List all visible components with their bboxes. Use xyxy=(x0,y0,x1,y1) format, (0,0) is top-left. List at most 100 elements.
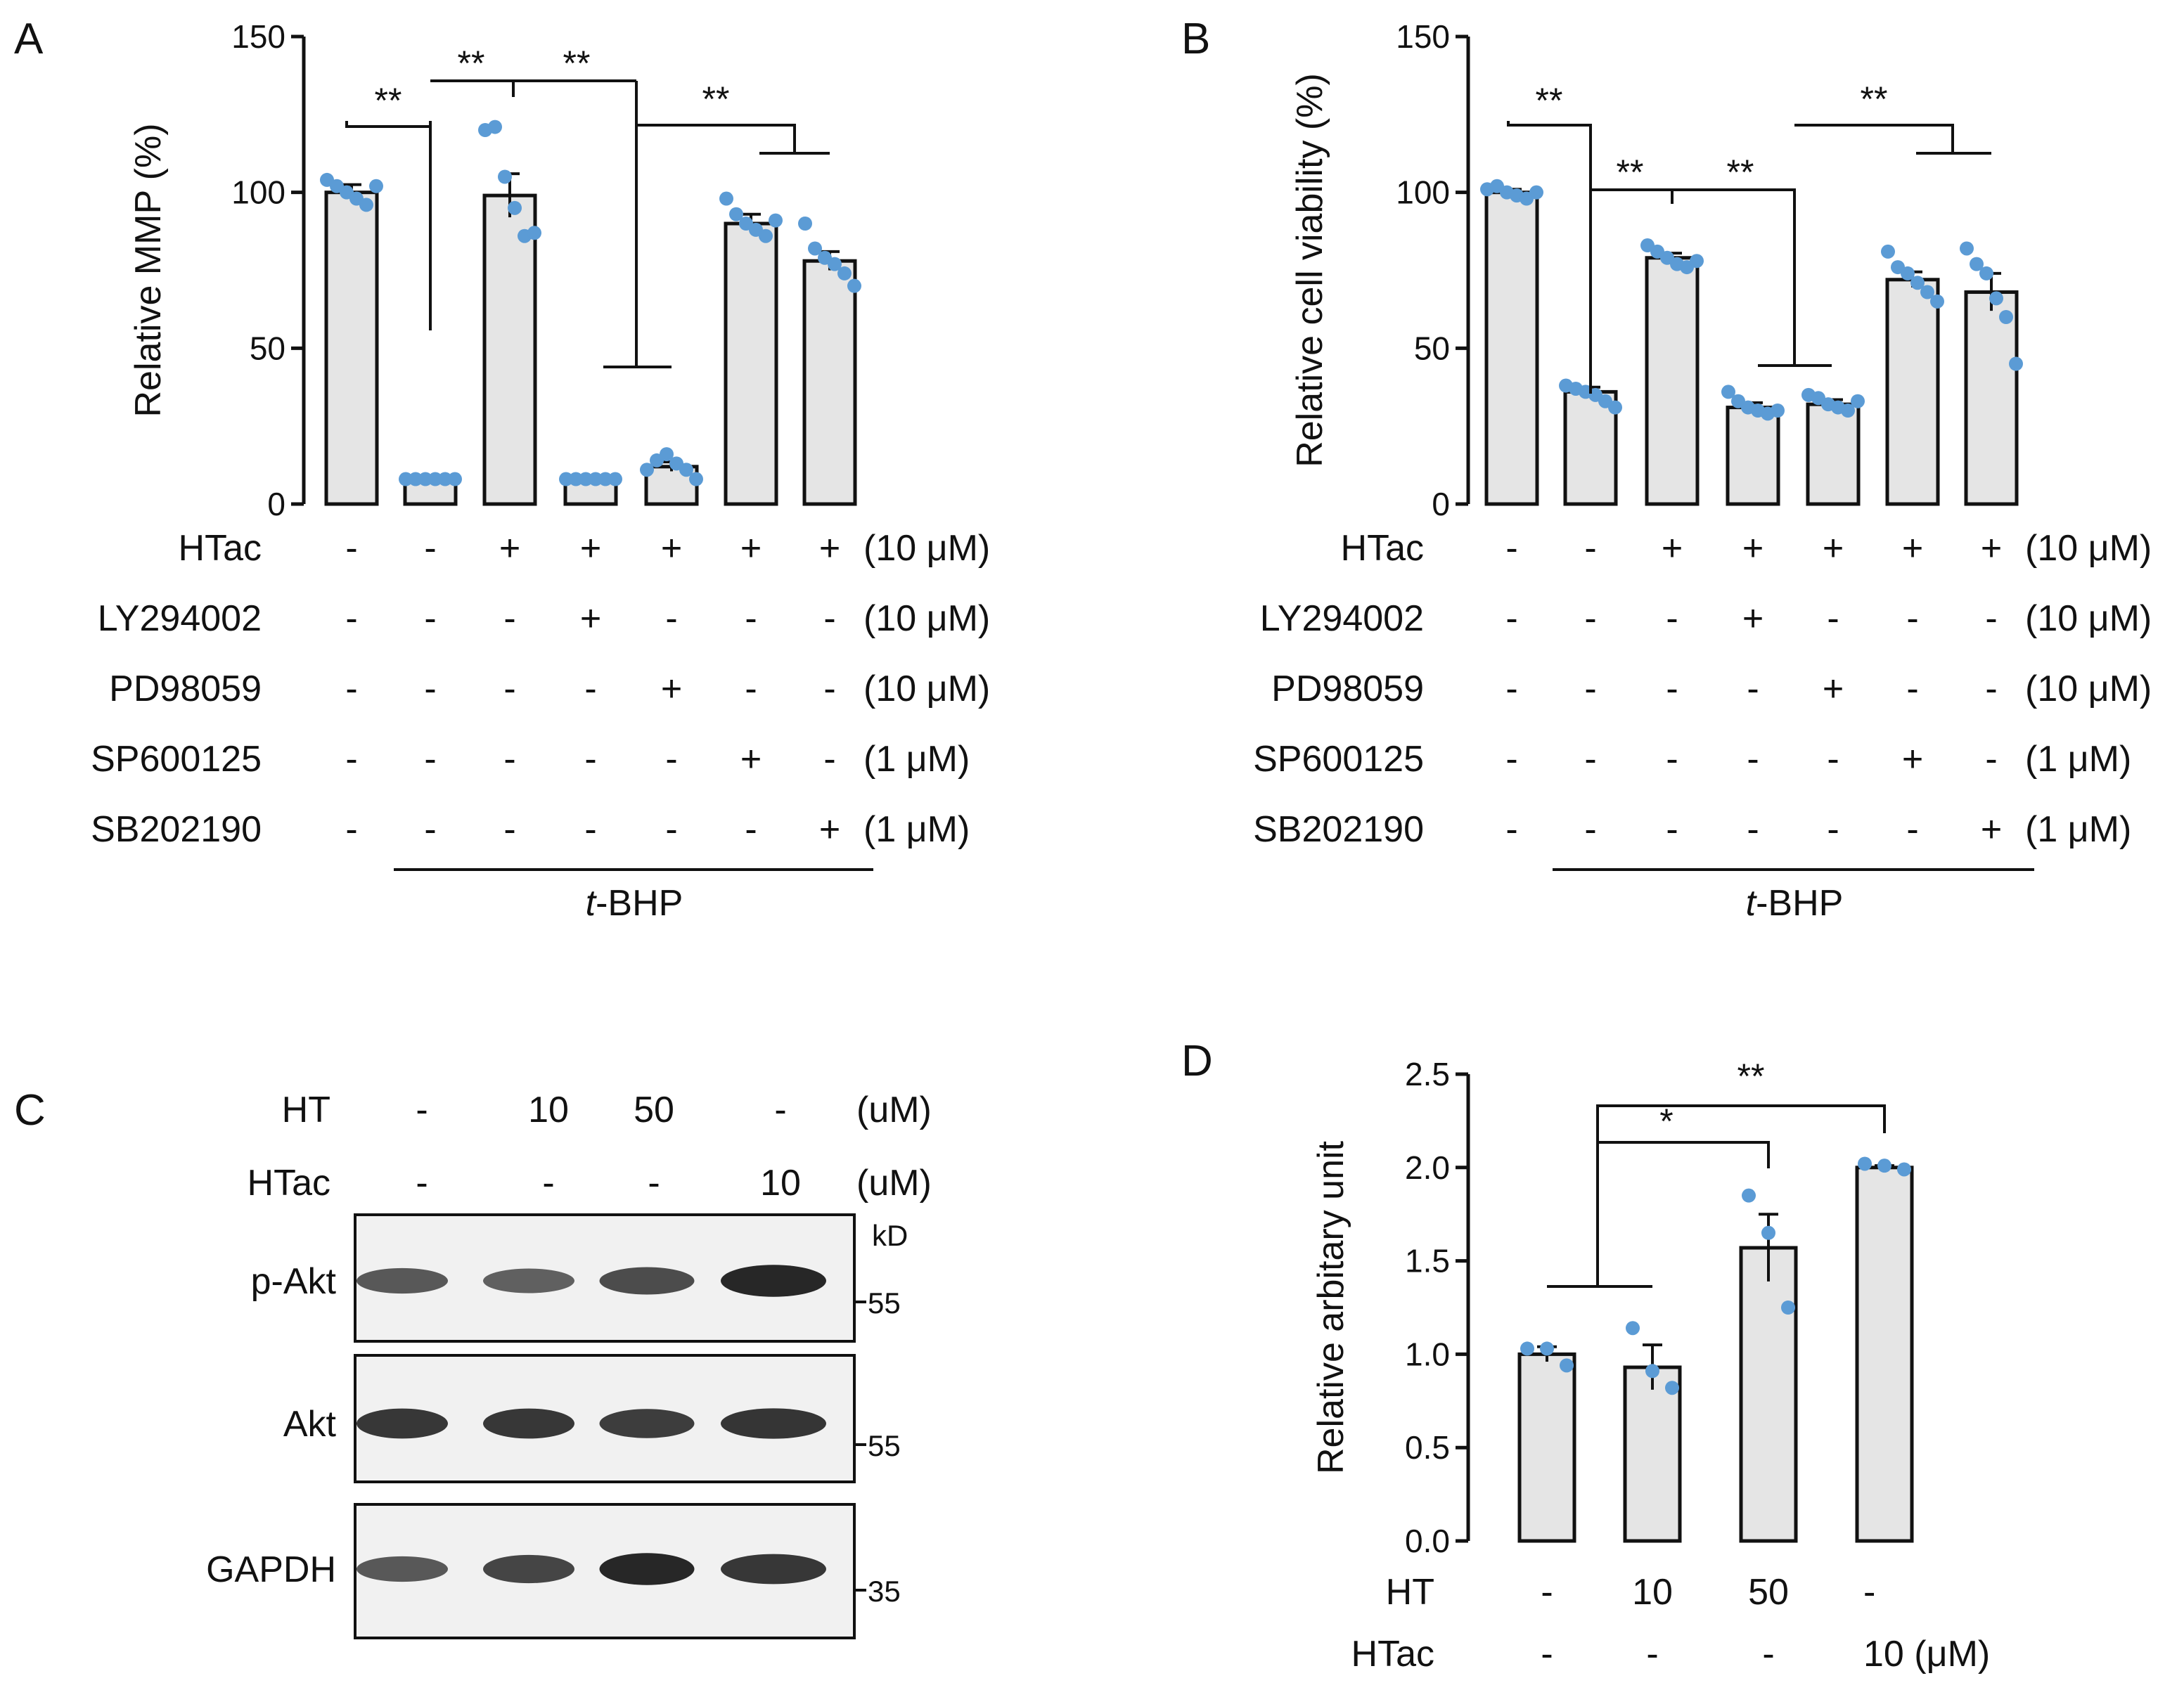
blot-header-label: HT xyxy=(282,1090,330,1130)
condition-sign: - xyxy=(584,669,596,709)
condition-label: LY294002 xyxy=(1260,598,1424,639)
condition-sign: - xyxy=(424,598,436,639)
condition-sign: - xyxy=(665,739,677,780)
blot-header-value: - xyxy=(416,1090,428,1130)
condition-sign: - xyxy=(745,809,757,850)
blot-band xyxy=(356,1408,448,1439)
condition-sign: - xyxy=(1584,669,1596,709)
blot-header-value: 50 xyxy=(634,1090,674,1130)
significance-label: ** xyxy=(563,44,591,83)
panel-letter-b: B xyxy=(1181,15,1210,63)
kd-label: kD xyxy=(872,1219,908,1252)
y-tick-label: 0 xyxy=(1432,486,1450,522)
condition-sign: - xyxy=(1505,669,1517,709)
data-point xyxy=(660,447,674,462)
blot-header-unit: (uM) xyxy=(856,1163,932,1204)
condition-sign: - xyxy=(1762,1634,1774,1675)
condition-sign: + xyxy=(661,669,682,709)
condition-sign: - xyxy=(345,669,357,709)
chart-b: 0 50 100 150 Relative cell viability (%) HTac… xyxy=(1253,18,2152,924)
condition-sign: - xyxy=(503,669,515,709)
bar xyxy=(1645,256,1700,506)
condition-label: HTac xyxy=(1341,528,1424,569)
condition-sign: - xyxy=(1646,1634,1658,1675)
significance-label: ** xyxy=(1617,153,1644,192)
blot-band xyxy=(599,1409,695,1438)
condition-sign: - xyxy=(665,809,677,850)
bar xyxy=(1623,1365,1682,1543)
condition-sign: - xyxy=(1747,669,1759,709)
condition-sign: - xyxy=(345,598,357,639)
condition-sign: 50 xyxy=(1748,1572,1789,1613)
condition-sign: - xyxy=(503,598,515,639)
condition-sign: + xyxy=(1981,809,2002,850)
condition-sign: - xyxy=(1747,809,1759,850)
data-point xyxy=(527,226,541,240)
data-point xyxy=(569,472,583,486)
condition-sign: - xyxy=(823,739,835,780)
condition-sign: - xyxy=(1863,1572,1875,1613)
data-point xyxy=(1920,285,1934,299)
y-tick-label: 100 xyxy=(1396,174,1450,211)
condition-sign: + xyxy=(819,809,840,850)
data-point xyxy=(418,472,432,486)
condition-sign: - xyxy=(424,739,436,780)
condition-unit: (1 μM) xyxy=(2025,739,2131,780)
condition-label: SB202190 xyxy=(91,809,262,850)
blot-header-value: - xyxy=(542,1163,554,1204)
y-tick-label: 1.0 xyxy=(1405,1336,1450,1372)
blot-header-value: 10 xyxy=(528,1090,569,1130)
data-point xyxy=(608,472,622,486)
condition-label: SB202190 xyxy=(1253,809,1424,850)
panel-letter-d: D xyxy=(1181,1037,1213,1085)
blot-row-label: p-Akt xyxy=(251,1261,337,1302)
y-axis-label: Relative cell viability (%) xyxy=(1290,73,1330,467)
data-point xyxy=(1858,1156,1872,1171)
y-tick-label: 0.5 xyxy=(1405,1429,1450,1466)
condition-sign: - xyxy=(745,598,757,639)
y-tick-label: 1.5 xyxy=(1405,1243,1450,1279)
blot-header-value: - xyxy=(648,1163,660,1204)
condition-sign: + xyxy=(580,528,601,569)
blot-band xyxy=(356,1556,448,1582)
significance-bracket xyxy=(636,124,830,155)
condition-sign: - xyxy=(1584,739,1596,780)
data-point xyxy=(598,472,612,486)
significance-label: ** xyxy=(1536,81,1563,120)
data-point xyxy=(729,207,743,221)
data-point xyxy=(1960,241,1974,256)
y-tick-label: 0 xyxy=(267,486,285,522)
data-point xyxy=(559,472,573,486)
condition-sign: + xyxy=(1981,528,2002,569)
data-point xyxy=(769,213,783,228)
significance-bracket xyxy=(345,121,432,128)
blot-band xyxy=(721,1408,826,1439)
data-point xyxy=(828,257,842,271)
significance-label: ** xyxy=(375,81,402,120)
data-point xyxy=(1520,1341,1534,1356)
condition-sign: - xyxy=(1985,598,1997,639)
bar xyxy=(1885,278,1940,506)
condition-label: PD98059 xyxy=(109,669,262,709)
data-point xyxy=(1781,1301,1795,1315)
condition-unit: (1 μM) xyxy=(2025,809,2131,850)
data-point xyxy=(399,472,413,486)
condition-sign: - xyxy=(1985,669,1997,709)
y-tick-label: 2.5 xyxy=(1405,1056,1450,1092)
data-point xyxy=(1881,244,1895,259)
condition-sign: - xyxy=(1505,809,1517,850)
condition-sign: + xyxy=(1662,528,1683,569)
western-blot-c: HT - 10 50 - (uM) HTac - - - 10 (uM) kD p-Akt 55 Akt 55 G… xyxy=(206,1090,932,1639)
bar xyxy=(482,193,537,506)
condition-sign: - xyxy=(345,809,357,850)
y-tick-label: 100 xyxy=(231,174,285,211)
chart-d: 0.0 0.5 1.0 1.5 2.0 2.5 Relative arbitary unit… xyxy=(1311,1056,1990,1675)
condition-sign: + xyxy=(1742,598,1764,639)
condition-label: HTac xyxy=(1351,1634,1434,1675)
blot-band xyxy=(721,1265,826,1297)
data-point xyxy=(1665,1381,1679,1395)
significance-bracket xyxy=(1591,188,1832,367)
condition-sign: + xyxy=(499,528,520,569)
y-tick-label: 150 xyxy=(231,18,285,55)
data-point xyxy=(1851,394,1865,408)
